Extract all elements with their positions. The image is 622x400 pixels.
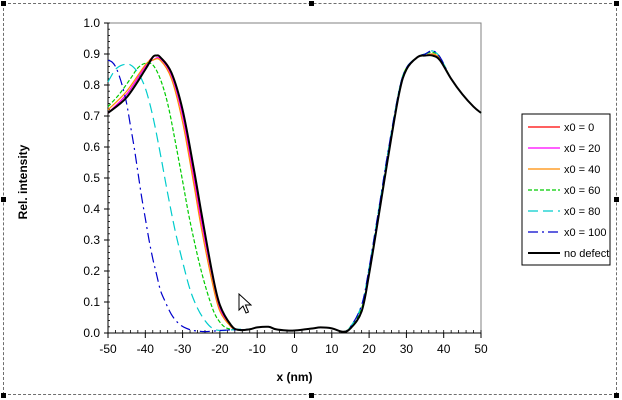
y-tick-label: 0.6 — [83, 140, 100, 154]
legend-label-4: x0 = 80 — [564, 206, 600, 218]
y-axis-title: Rel. intensity — [16, 144, 30, 219]
x-tick-label: 50 — [474, 342, 488, 356]
resize-handle-bottom-right[interactable] — [614, 393, 619, 398]
x-tick-label: 0 — [291, 342, 298, 356]
resize-handle-top-left[interactable] — [1, 1, 6, 6]
x-axis-title: x (nm) — [277, 370, 313, 384]
legend-label-0: x0 = 0 — [564, 122, 594, 134]
y-tick-label: 0.2 — [83, 264, 100, 278]
legend-label-3: x0 = 60 — [564, 185, 600, 197]
y-tick-label: 0.1 — [83, 295, 100, 309]
resize-handle-bottom-left[interactable] — [1, 393, 6, 398]
y-tick-label: 0.5 — [83, 171, 100, 185]
resize-handle-right[interactable] — [614, 197, 619, 202]
x-tick-label: -50 — [99, 342, 117, 356]
x-tick-label: 10 — [325, 342, 339, 356]
resize-handle-left[interactable] — [1, 197, 6, 202]
x-tick-label: 40 — [437, 342, 451, 356]
y-tick-label: 1.0 — [83, 16, 100, 30]
y-tick-label: 0.4 — [83, 202, 100, 216]
y-tick-label: 0.3 — [83, 233, 100, 247]
y-tick-label: 0.7 — [83, 109, 100, 123]
legend-label-2: x0 = 40 — [564, 164, 600, 176]
legend-label-5: x0 = 100 — [564, 227, 607, 239]
resize-handle-bottom[interactable] — [309, 393, 314, 398]
mouse-pointer-icon — [238, 293, 252, 314]
resize-handle-top-right[interactable] — [614, 1, 619, 6]
axis-ticks: 0.0 0.1 0.2 0.3 0.4 0.5 0.6 0.7 0.8 0.9 1.0 -50 -40 -… — [83, 16, 488, 356]
resize-handle-top[interactable] — [309, 1, 314, 6]
legend-label-1: x0 = 20 — [564, 143, 600, 155]
series-line-6 — [107, 54, 482, 333]
legend: x0 = 0 x0 = 20 x0 = 40 x0 = 60 x0 = 80 x0 = 1… — [521, 113, 611, 266]
x-tick-label: -40 — [137, 342, 155, 356]
selection-border[interactable] — [3, 3, 617, 395]
axis-labels: x (nm) Rel. intensity — [16, 144, 313, 384]
y-tick-label: 0.8 — [83, 78, 100, 92]
y-tick-label: 0.9 — [83, 47, 100, 61]
x-tick-label: -10 — [249, 342, 267, 356]
x-tick-label: 20 — [362, 342, 376, 356]
y-tick-label: 0.0 — [83, 326, 100, 340]
x-tick-label: -20 — [211, 342, 229, 356]
series-lines — [107, 50, 482, 333]
x-tick-label: 30 — [400, 342, 414, 356]
x-tick-label: -30 — [174, 342, 192, 356]
legend-label-6: no defect — [564, 248, 609, 260]
legend-box — [521, 113, 611, 266]
